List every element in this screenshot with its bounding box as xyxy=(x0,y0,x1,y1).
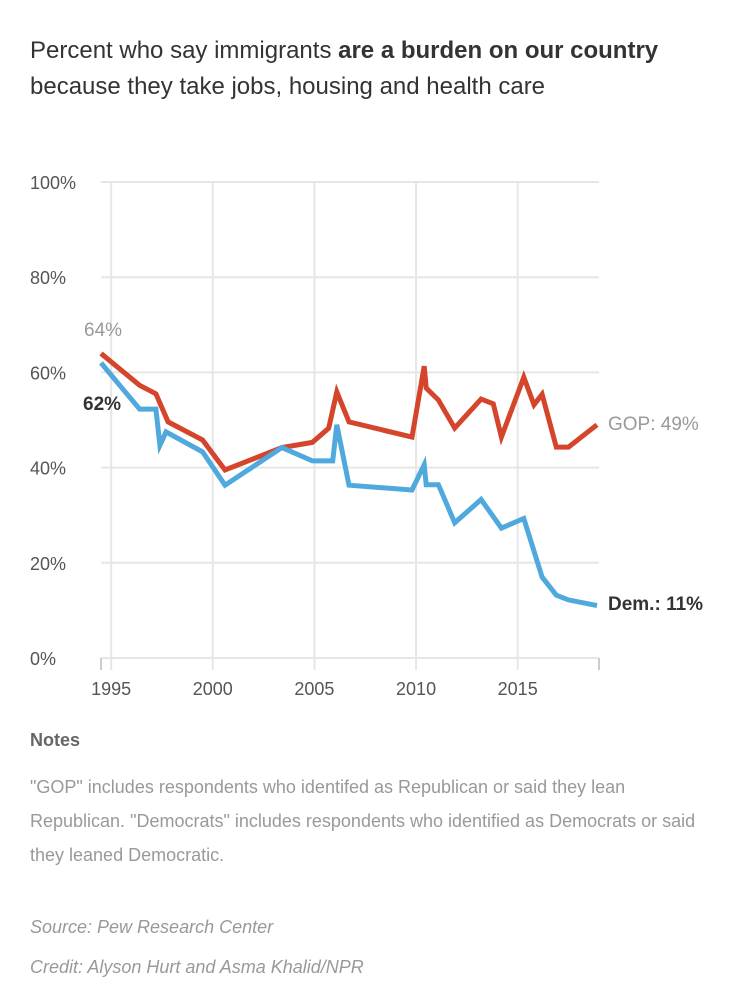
series-line-dem xyxy=(99,361,598,609)
chart-title: Percent who say immigrants are a burden … xyxy=(30,33,670,105)
gop-start-label: 64% xyxy=(84,320,122,341)
x-tick-label: 2005 xyxy=(294,679,334,699)
notes-text: "GOP" includes respondents who identifed… xyxy=(30,777,696,865)
notes-heading: Notes xyxy=(30,730,81,750)
y-tick-label: 100% xyxy=(30,173,76,193)
y-tick-label: 60% xyxy=(30,363,66,383)
y-tick-label: 20% xyxy=(30,554,66,574)
y-tick-label: 40% xyxy=(30,459,66,479)
x-tick-label: 2000 xyxy=(193,679,233,699)
dem-start-label: 62% xyxy=(83,394,121,415)
x-tick-label: 2010 xyxy=(396,679,436,699)
dem-end-label: Dem.: 11% xyxy=(608,594,703,615)
y-tick-label: 80% xyxy=(30,268,66,288)
source-text: Source: Pew Research Center xyxy=(30,917,274,937)
title-text: Percent who say immigrants xyxy=(30,37,339,64)
y-tick-label: 0% xyxy=(30,649,56,669)
credit-text: Credit: Alyson Hurt and Asma Khalid/NPR xyxy=(30,957,364,977)
gop-end-label: GOP: 49% xyxy=(608,414,699,435)
title-emphasis: are a burden on our country xyxy=(338,37,659,64)
series-line-gop xyxy=(99,351,599,474)
x-tick-label: 1995 xyxy=(91,679,131,699)
line-chart: 0% 20% 40% 60% 80% 100% 1995 2000 2005 2010 2015 64… xyxy=(30,173,703,699)
title-text-end: because they take jobs, housing and heal… xyxy=(30,73,546,100)
x-tick-label: 2015 xyxy=(498,679,538,699)
